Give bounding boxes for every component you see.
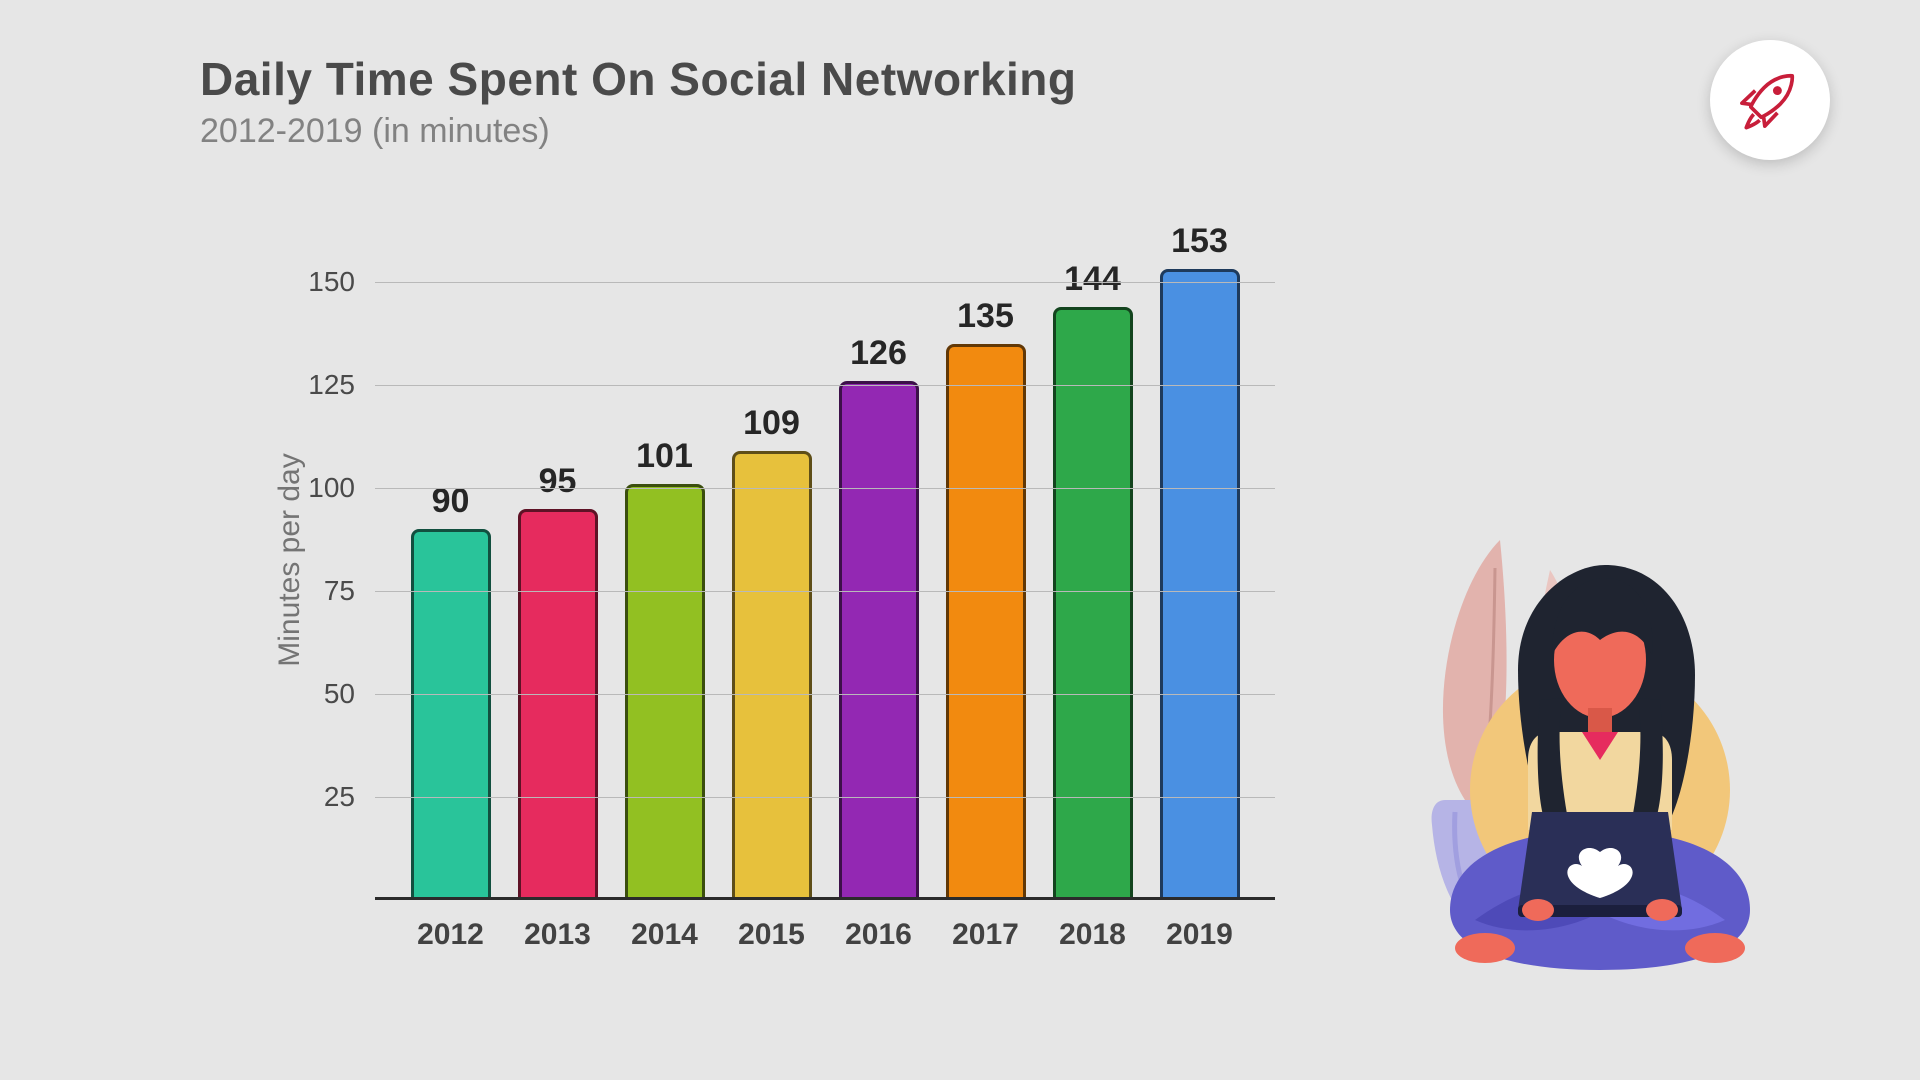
y-tick-label: 25 bbox=[295, 781, 355, 813]
x-tick-label: 2017 bbox=[952, 918, 1019, 952]
bar-value-label: 95 bbox=[539, 462, 577, 501]
bar-value-label: 101 bbox=[636, 437, 693, 476]
plot-area: 9020129520131012014109201512620161352017… bbox=[375, 220, 1275, 900]
bar bbox=[518, 509, 598, 901]
x-tick-label: 2012 bbox=[417, 918, 484, 952]
y-tick-label: 75 bbox=[295, 575, 355, 607]
bar-value-label: 126 bbox=[850, 334, 907, 373]
bar bbox=[625, 484, 705, 900]
infographic-canvas: Daily Time Spent On Social Networking 20… bbox=[0, 0, 1920, 1080]
bar bbox=[1053, 307, 1133, 900]
chart-subtitle: 2012-2019 (in minutes) bbox=[200, 112, 1720, 151]
bar-slot: 1262016 bbox=[825, 220, 932, 900]
bar bbox=[1160, 269, 1240, 900]
x-axis-baseline bbox=[375, 897, 1275, 900]
x-tick-label: 2014 bbox=[631, 918, 698, 952]
bar-slot: 1532019 bbox=[1146, 220, 1253, 900]
bar-value-label: 135 bbox=[957, 297, 1014, 336]
x-tick-label: 2016 bbox=[845, 918, 912, 952]
gridline bbox=[375, 488, 1275, 489]
gridline bbox=[375, 282, 1275, 283]
bar-slot: 902012 bbox=[397, 220, 504, 900]
decorative-illustration bbox=[1300, 480, 1770, 980]
gridline bbox=[375, 694, 1275, 695]
x-tick-label: 2019 bbox=[1166, 918, 1233, 952]
bar-slot: 1442018 bbox=[1039, 220, 1146, 900]
bar bbox=[946, 344, 1026, 900]
bar-value-label: 109 bbox=[743, 404, 800, 443]
x-tick-label: 2015 bbox=[738, 918, 805, 952]
bar-slot: 1352017 bbox=[932, 220, 1039, 900]
y-tick-label: 150 bbox=[295, 266, 355, 298]
y-tick-label: 125 bbox=[295, 369, 355, 401]
bar-slot: 952013 bbox=[504, 220, 611, 900]
x-tick-label: 2018 bbox=[1059, 918, 1126, 952]
y-tick-label: 50 bbox=[295, 678, 355, 710]
chart-title: Daily Time Spent On Social Networking bbox=[200, 52, 1720, 106]
gridline bbox=[375, 591, 1275, 592]
bar-slot: 1092015 bbox=[718, 220, 825, 900]
gridline bbox=[375, 385, 1275, 386]
bars-container: 9020129520131012014109201512620161352017… bbox=[375, 220, 1275, 900]
x-tick-label: 2013 bbox=[524, 918, 591, 952]
logo-badge bbox=[1710, 40, 1830, 160]
bar bbox=[732, 451, 812, 900]
bar-slot: 1012014 bbox=[611, 220, 718, 900]
gridline bbox=[375, 797, 1275, 798]
bar-value-label: 153 bbox=[1171, 222, 1228, 261]
bar-value-label: 144 bbox=[1064, 260, 1121, 299]
y-tick-label: 100 bbox=[295, 472, 355, 504]
rocket-icon bbox=[1733, 61, 1807, 140]
bar bbox=[411, 529, 491, 900]
bar-chart: Minutes per day 902012952013101201410920… bbox=[200, 205, 1300, 965]
bar bbox=[839, 381, 919, 900]
